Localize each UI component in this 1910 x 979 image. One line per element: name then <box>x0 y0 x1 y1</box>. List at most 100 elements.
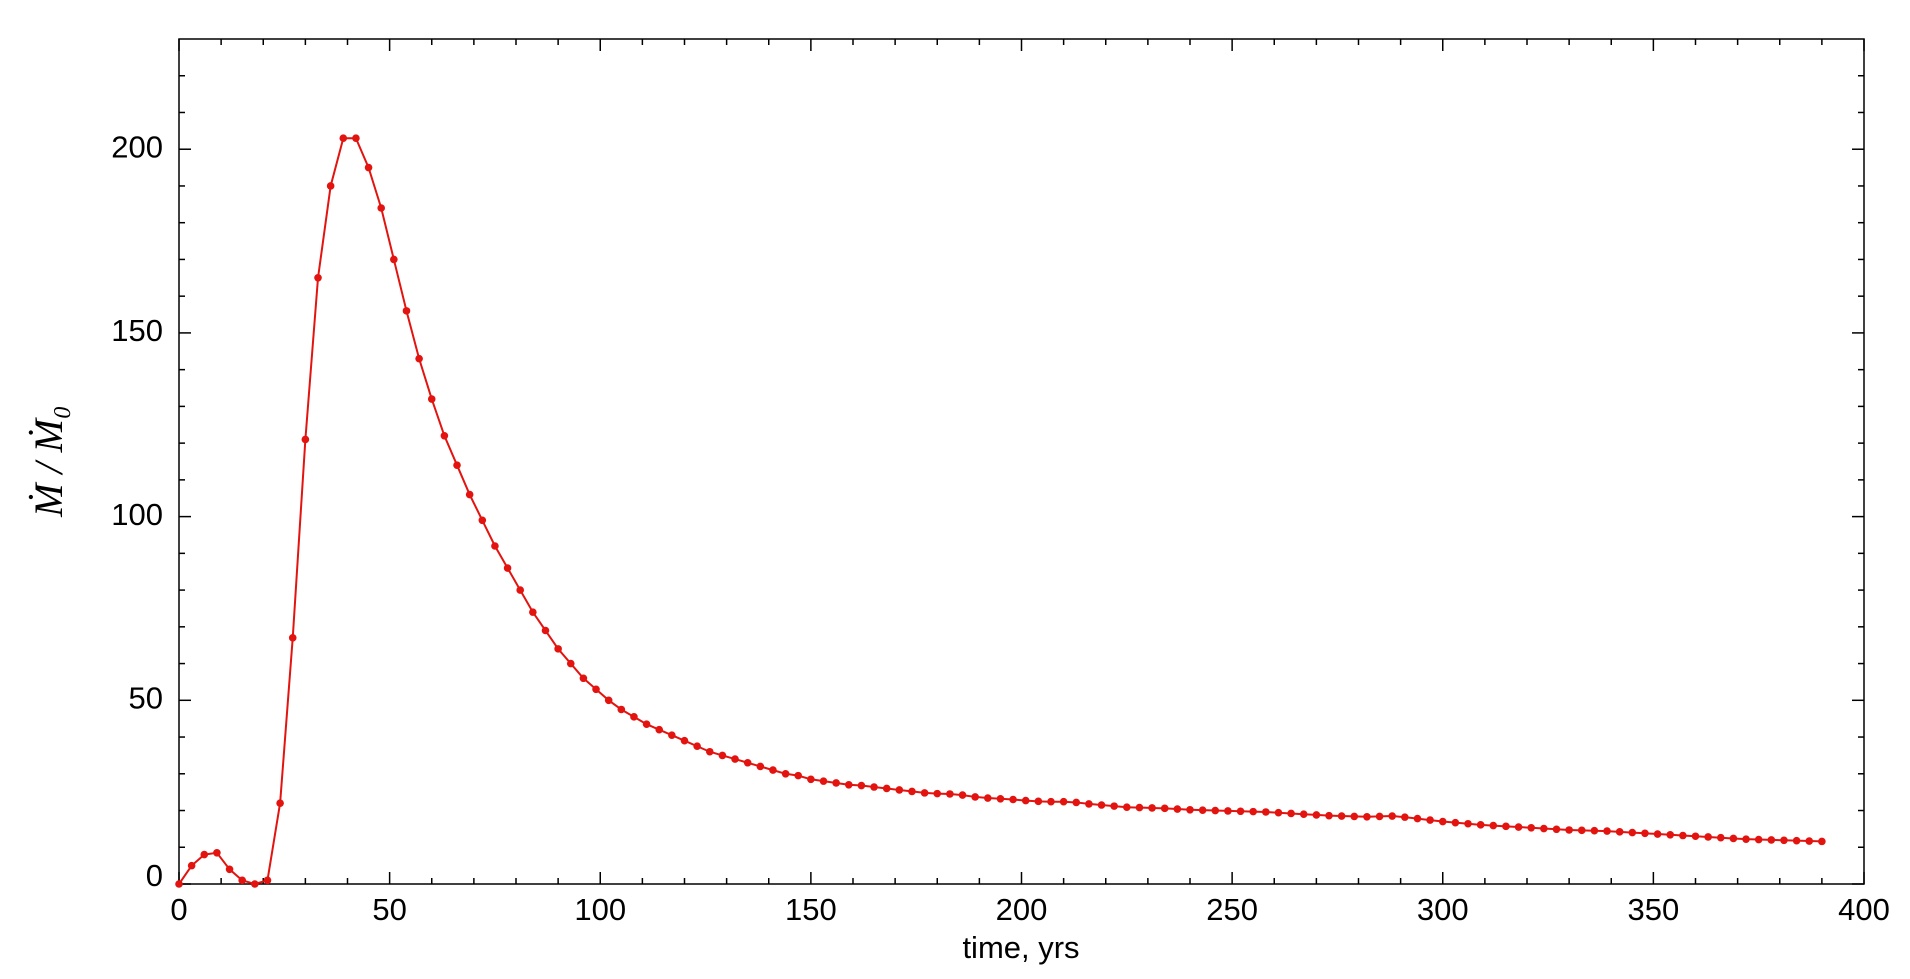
data-point <box>1097 801 1106 809</box>
data-point <box>1792 836 1801 845</box>
data-point <box>1337 812 1346 820</box>
data-point <box>440 431 449 440</box>
data-point <box>996 794 1005 803</box>
data-point <box>1363 812 1371 821</box>
data-point <box>1085 800 1093 808</box>
data-point <box>1198 806 1207 814</box>
data-point <box>541 626 550 635</box>
x-tick-label: 150 <box>785 892 837 927</box>
data-point <box>693 742 701 751</box>
data-point <box>946 790 954 798</box>
data-point <box>807 775 815 784</box>
data-point <box>1236 807 1245 816</box>
data-point <box>1716 833 1725 842</box>
x-axis-label: time, yrs <box>962 930 1079 965</box>
data-point <box>882 784 891 793</box>
data-point <box>1110 802 1118 810</box>
x-tick-label: 0 <box>170 892 187 927</box>
data-point <box>1476 821 1485 829</box>
data-point <box>1527 823 1536 832</box>
data-point <box>1249 807 1257 816</box>
data-point <box>1603 827 1611 835</box>
data-point <box>756 762 765 771</box>
data-point <box>415 354 423 363</box>
data-point <box>352 134 360 142</box>
data-point <box>1552 825 1561 834</box>
data-point <box>1262 808 1270 816</box>
data-point <box>819 777 828 785</box>
data-point <box>1274 808 1283 817</box>
data-point <box>1805 837 1814 845</box>
data-point <box>1325 811 1333 820</box>
data-point <box>668 731 676 740</box>
data-point <box>958 791 967 799</box>
data-point <box>731 755 739 763</box>
data-point <box>339 134 348 142</box>
data-point <box>1135 803 1144 812</box>
data-point <box>920 789 929 797</box>
data-point <box>1451 818 1460 827</box>
data-point <box>1615 828 1624 836</box>
data-point <box>1072 798 1081 807</box>
data-point <box>1464 819 1472 828</box>
data-point <box>1780 836 1788 845</box>
data-point <box>1514 823 1523 831</box>
data-line <box>178 137 1822 886</box>
data-point <box>1160 804 1169 813</box>
data-point <box>288 634 297 642</box>
data-point <box>314 274 322 282</box>
data-point <box>832 779 840 787</box>
data-point <box>554 645 562 653</box>
data-point <box>592 685 600 694</box>
y-tick-label: 100 <box>111 497 163 532</box>
data-point <box>857 781 866 790</box>
data-point <box>402 307 411 315</box>
data-point <box>427 395 436 403</box>
data-point <box>1287 809 1295 818</box>
data-point <box>743 758 752 767</box>
x-tick-label: 250 <box>1206 892 1258 927</box>
data-point <box>1299 810 1308 818</box>
data-point <box>1211 806 1220 815</box>
data-point <box>579 674 588 683</box>
data-point <box>680 736 689 745</box>
data-point <box>1489 821 1498 830</box>
data-point <box>251 880 259 888</box>
data-point <box>491 542 499 550</box>
data-point <box>1502 822 1510 831</box>
data-point <box>1679 831 1687 840</box>
data-point <box>604 696 613 705</box>
data-point <box>1059 797 1068 806</box>
data-point <box>705 747 714 756</box>
data-point <box>1413 814 1422 823</box>
data-point <box>1818 837 1826 846</box>
data-point <box>1767 836 1776 844</box>
data-point <box>503 564 512 572</box>
data-point <box>1653 830 1662 838</box>
data-point <box>895 786 904 794</box>
y-tick-label: 200 <box>111 129 163 164</box>
data-point <box>844 781 853 789</box>
data-point <box>238 876 246 885</box>
data-point <box>769 766 777 774</box>
data-point <box>187 861 196 870</box>
data-point <box>566 659 575 668</box>
data-point <box>630 713 638 721</box>
data-point <box>1691 832 1700 841</box>
data-point <box>1426 816 1434 824</box>
data-point <box>276 799 284 807</box>
data-point <box>1666 830 1675 839</box>
data-point <box>301 435 310 444</box>
data-point <box>1540 824 1548 833</box>
data-point <box>1312 811 1321 819</box>
data-point <box>364 163 373 172</box>
data-point <box>1021 796 1030 805</box>
data-point <box>1628 828 1637 837</box>
data-point <box>326 182 335 190</box>
data-point <box>529 608 537 616</box>
data-point <box>794 771 803 780</box>
data-point <box>1148 804 1156 812</box>
data-point <box>718 751 727 760</box>
data-point <box>175 880 183 888</box>
data-point <box>1729 834 1738 843</box>
